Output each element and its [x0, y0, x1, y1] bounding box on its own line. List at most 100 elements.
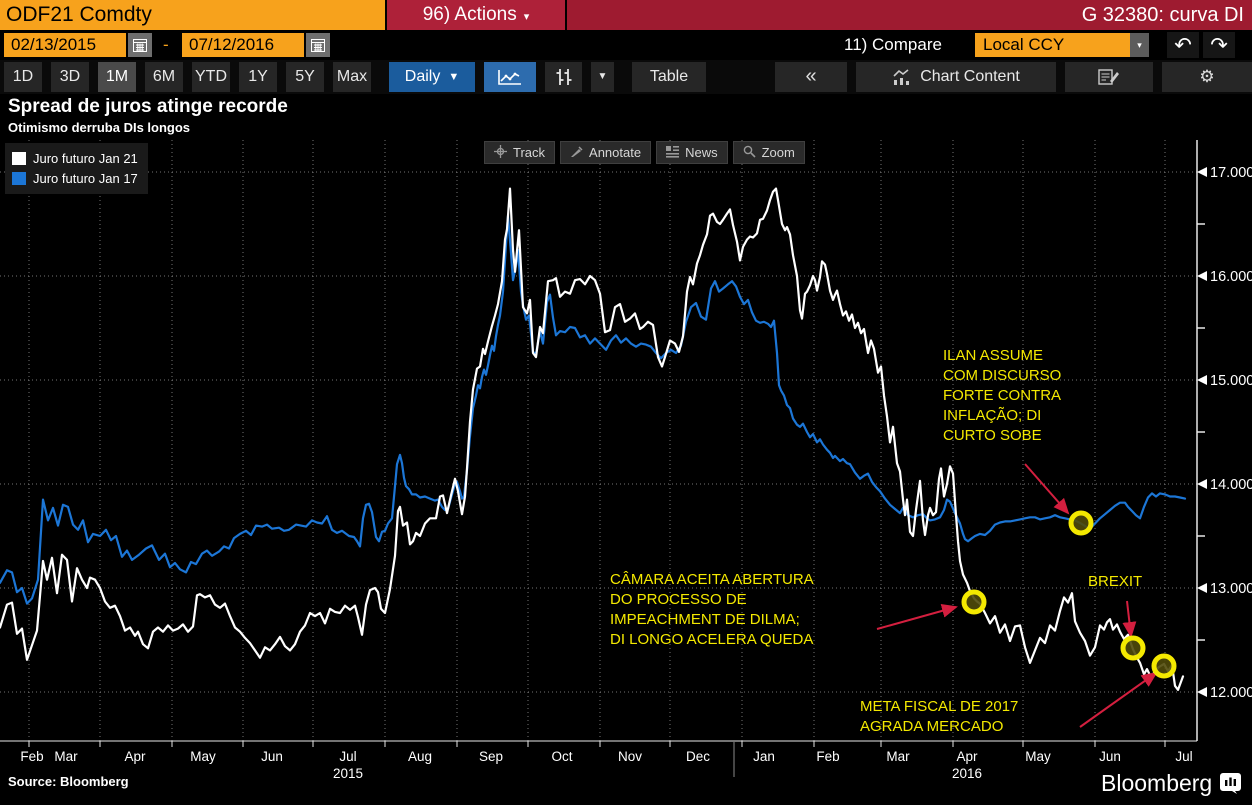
- x-month-label: May: [190, 749, 216, 764]
- candlestick-icon: [556, 69, 571, 85]
- x-month-label: Jan: [753, 749, 775, 764]
- start-date-calendar-button[interactable]: [128, 33, 152, 57]
- annotate-tool-button[interactable]: Annotate: [560, 141, 652, 164]
- actions-button[interactable]: 96) Actions ▾: [385, 0, 567, 30]
- range-button-1d[interactable]: 1D: [4, 62, 42, 92]
- tool-label: Track: [513, 145, 546, 160]
- y-tick-arrow-icon: [1197, 271, 1207, 281]
- x-month-label: Jun: [1099, 749, 1121, 764]
- chart-subtitle: Otimismo derruba DIs longos: [8, 120, 191, 135]
- currency-select[interactable]: Local CCY: [975, 33, 1130, 57]
- frequency-select[interactable]: Daily ▼: [389, 62, 475, 92]
- chart-content-icon: [893, 68, 910, 85]
- annotate-icon: [570, 145, 583, 161]
- end-date-input[interactable]: 07/12/2016: [182, 33, 304, 57]
- chart-content-label: Chart Content: [920, 68, 1020, 85]
- legend-label: Juro futuro Jan 17: [33, 170, 138, 186]
- event-marker[interactable]: [1068, 510, 1094, 536]
- legend-swatch: [12, 171, 26, 185]
- compare-button[interactable]: 11) Compare: [844, 35, 942, 54]
- event-marker[interactable]: [1151, 653, 1177, 679]
- annotation-text: CÂMARA ACEITA ABERTURA DO PROCESSO DE IM…: [610, 571, 814, 648]
- screen-title: G 32380: curva DI: [1081, 4, 1244, 26]
- source-note: Source: Bloomberg: [8, 774, 129, 789]
- settings-button[interactable]: ⚙: [1162, 62, 1252, 92]
- bloomberg-logo: Bloomberg: [1101, 770, 1242, 797]
- event-marker[interactable]: [961, 589, 987, 615]
- zoom-tool-button[interactable]: Zoom: [732, 141, 805, 164]
- x-month-label: Apr: [956, 749, 978, 764]
- y-tick-label: 17.000: [1210, 165, 1252, 181]
- y-tick-label: 14.000: [1210, 477, 1252, 493]
- table-button[interactable]: Table: [632, 62, 706, 92]
- x-month-label: Jul: [1175, 749, 1192, 764]
- range-button-3d[interactable]: 3D: [51, 62, 89, 92]
- price-chart-plot[interactable]: 17.000 16.000 15.000 14.000 13.000 12.000 Feb M…: [0, 94, 1252, 805]
- date-bar: 02/13/2015 - 07/12/2016 11) Compare Loca…: [0, 30, 1252, 60]
- x-month-label: Nov: [618, 749, 642, 764]
- x-year-label: 2016: [952, 766, 982, 781]
- x-month-label: Jun: [261, 749, 283, 764]
- x-month-label: May: [1025, 749, 1051, 764]
- chevron-down-icon: ▾: [1137, 39, 1142, 50]
- y-tick-arrow-icon: [1197, 583, 1207, 593]
- range-buttons: 1D 3D 1M 6M YTD 1Y 5Y Max: [4, 62, 380, 92]
- edit-note-button[interactable]: [1065, 62, 1153, 92]
- date-range-separator: -: [163, 35, 169, 54]
- news-tool-button[interactable]: News: [656, 141, 728, 164]
- annotation-arrow: [1079, 671, 1158, 728]
- x-month-label: Feb: [20, 749, 43, 764]
- start-date-input[interactable]: 02/13/2015: [4, 33, 126, 57]
- frequency-label: Daily: [404, 68, 441, 85]
- legend-item[interactable]: Juro futuro Jan 17: [12, 168, 138, 188]
- chart-title: Spread de juros atinge recorde: [8, 96, 288, 117]
- tool-label: News: [685, 145, 718, 160]
- annotation-arrow: [1024, 463, 1070, 515]
- news-icon: [666, 145, 680, 161]
- line-chart-type-button[interactable]: [484, 62, 536, 92]
- undo-button[interactable]: ↶: [1167, 32, 1199, 58]
- calendar-icon: [133, 39, 147, 52]
- range-button-ytd[interactable]: YTD: [192, 62, 230, 92]
- track-icon: [494, 144, 507, 161]
- candlestick-chart-type-button[interactable]: [545, 62, 582, 92]
- range-button-6m[interactable]: 6M: [145, 62, 183, 92]
- collapse-panel-button[interactable]: «: [775, 62, 847, 92]
- legend-label: Juro futuro Jan 21: [33, 150, 138, 166]
- annotation-text: ILAN ASSUME COM DISCURSO FORTE CONTRA IN…: [943, 347, 1062, 444]
- edit-note-icon: [1098, 69, 1119, 85]
- annotation-text: META FISCAL DE 2017 AGRADA MERCADO: [860, 698, 1019, 735]
- currency-caret-button[interactable]: ▾: [1130, 33, 1149, 57]
- security-ticker-field[interactable]: ODF21 Comdty: [0, 0, 385, 30]
- chart-type-dropdown-button[interactable]: ▼: [591, 62, 614, 92]
- legend-item[interactable]: Juro futuro Jan 21: [12, 148, 138, 168]
- x-month-label: Feb: [816, 749, 839, 764]
- series-line: [0, 214, 1187, 605]
- toolbar-right-group: « Chart Content ⚙: [775, 62, 1252, 92]
- y-tick-arrow-icon: [1197, 167, 1207, 177]
- event-marker[interactable]: [1120, 635, 1146, 661]
- range-button-1y[interactable]: 1Y: [239, 62, 277, 92]
- x-month-label: Mar: [54, 749, 78, 764]
- actions-label: 96) Actions: [422, 4, 517, 25]
- calendar-icon: [311, 39, 325, 52]
- double-chevron-left-icon: «: [805, 65, 817, 87]
- y-tick-label: 16.000: [1210, 269, 1252, 285]
- gear-icon: ⚙: [1199, 67, 1215, 87]
- chart-area: 17.000 16.000 15.000 14.000 13.000 12.000 Feb M…: [0, 94, 1252, 805]
- legend-swatch: [12, 151, 26, 165]
- y-tick-label: 15.000: [1210, 373, 1252, 389]
- x-month-label: Oct: [551, 749, 572, 764]
- annotation-arrow: [876, 604, 958, 630]
- range-button-max[interactable]: Max: [333, 62, 371, 92]
- redo-button[interactable]: ↷: [1203, 32, 1235, 58]
- range-button-1m[interactable]: 1M: [98, 62, 136, 92]
- end-date-calendar-button[interactable]: [306, 33, 330, 57]
- x-month-label: Dec: [686, 749, 710, 764]
- undo-icon: ↶: [1174, 33, 1192, 57]
- chart-content-button[interactable]: Chart Content: [856, 62, 1056, 92]
- range-button-5y[interactable]: 5Y: [286, 62, 324, 92]
- track-tool-button[interactable]: Track: [484, 141, 556, 164]
- y-tick-arrow-icon: [1197, 687, 1207, 697]
